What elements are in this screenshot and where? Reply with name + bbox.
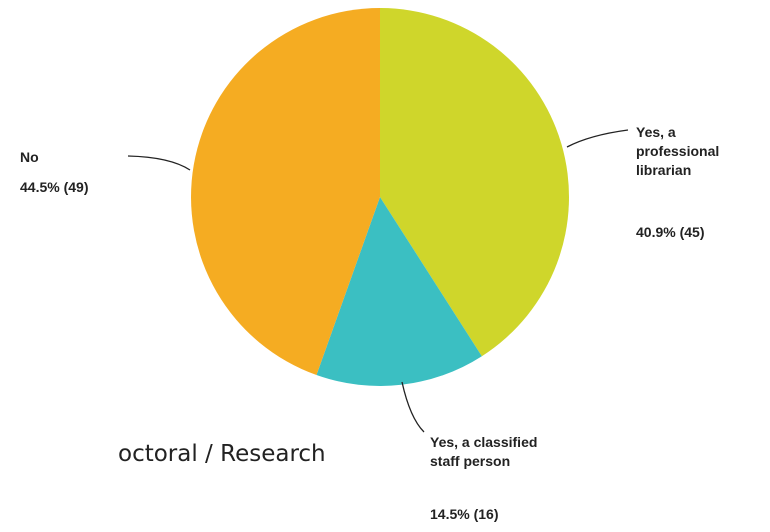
value-classified-staff: 14.5% (16) xyxy=(430,506,498,522)
leader-line-professional-librarian xyxy=(566,129,629,148)
partial-caption-text: octoral / Research xyxy=(118,441,326,467)
pie-slice-yes-a-classified-staff-person xyxy=(316,197,482,386)
pie-slice-yes-a-professional-librarian xyxy=(380,8,569,357)
label-professional-librarian: Yes, a professional librarian xyxy=(636,124,723,178)
leader-line-no xyxy=(127,155,191,171)
label-classified-staff: Yes, a classified staff person xyxy=(430,434,541,469)
leader-line-classified-staff xyxy=(401,381,425,433)
pie-slices xyxy=(191,8,569,386)
pie-slice-no xyxy=(191,8,380,375)
leader-lines xyxy=(127,129,629,433)
value-no: 44.5% (49) xyxy=(20,179,88,195)
value-professional-librarian: 40.9% (45) xyxy=(636,224,704,240)
label-no: No xyxy=(20,149,39,165)
